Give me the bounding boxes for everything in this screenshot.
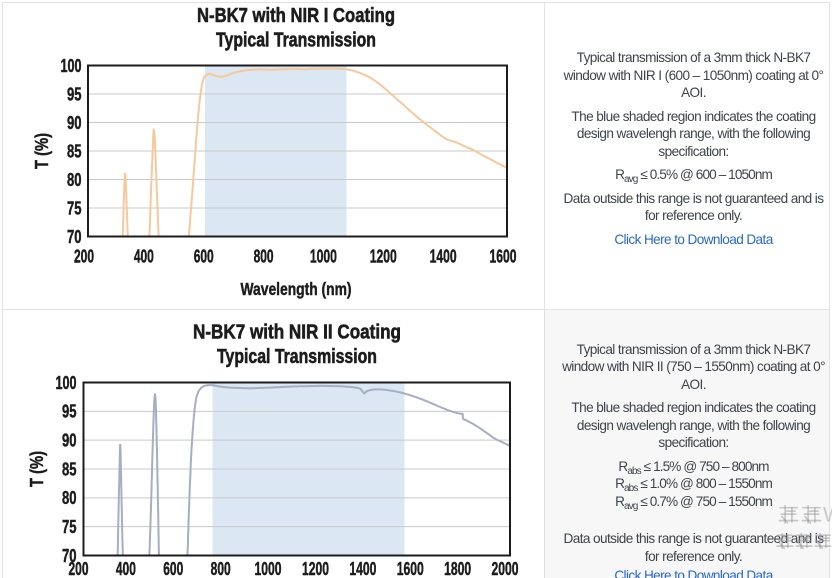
svg-text:90: 90: [62, 431, 77, 451]
svg-text:Typical Transmission: Typical Transmission: [217, 346, 377, 368]
svg-text:400: 400: [116, 559, 136, 578]
svg-text:1600: 1600: [397, 559, 424, 578]
svg-text:400: 400: [134, 247, 154, 267]
svg-text:T (%): T (%): [27, 451, 47, 487]
svg-text:1400: 1400: [349, 559, 376, 578]
svg-text:800: 800: [254, 247, 274, 267]
svg-text:N-BK7 with NIR I Coating: N-BK7 with NIR I Coating: [197, 5, 395, 27]
svg-text:1800: 1800: [444, 559, 471, 578]
svg-text:1400: 1400: [430, 247, 457, 267]
svg-text:100: 100: [61, 56, 82, 76]
svg-text:2000: 2000: [492, 559, 519, 578]
svg-text:600: 600: [194, 247, 214, 267]
svg-text:90: 90: [67, 113, 82, 133]
svg-text:1000: 1000: [255, 559, 282, 578]
svg-text:1600: 1600: [490, 247, 517, 267]
svg-text:T (%): T (%): [32, 133, 52, 169]
svg-text:85: 85: [67, 141, 82, 161]
svg-text:70: 70: [62, 546, 77, 566]
svg-text:95: 95: [67, 84, 82, 104]
svg-text:200: 200: [69, 559, 89, 578]
svg-text:Wavelength (nm): Wavelength (nm): [241, 279, 352, 299]
svg-text:70: 70: [67, 227, 82, 247]
svg-text:800: 800: [211, 559, 231, 578]
svg-text:95: 95: [62, 402, 77, 422]
svg-text:1200: 1200: [302, 559, 329, 578]
svg-text:80: 80: [62, 488, 77, 508]
svg-text:75: 75: [62, 517, 77, 537]
svg-text:1200: 1200: [370, 247, 397, 267]
svg-text:100: 100: [56, 373, 77, 393]
svg-text:600: 600: [163, 559, 183, 578]
svg-text:1000: 1000: [310, 247, 337, 267]
svg-text:75: 75: [67, 198, 82, 218]
svg-text:N-BK7 with NIR II Coating: N-BK7 with NIR II Coating: [193, 321, 401, 343]
svg-text:80: 80: [67, 170, 82, 190]
svg-text:85: 85: [62, 459, 77, 479]
svg-text:Typical Transmission: Typical Transmission: [216, 30, 376, 52]
svg-text:200: 200: [74, 247, 94, 267]
